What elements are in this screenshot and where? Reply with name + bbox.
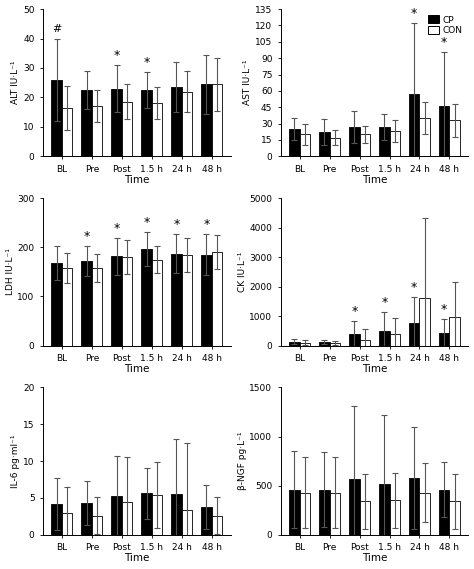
- Bar: [152, 259, 162, 345]
- Bar: [419, 493, 430, 535]
- Bar: [319, 133, 329, 156]
- Y-axis label: AST IU·L⁻¹: AST IU·L⁻¹: [243, 60, 252, 105]
- Bar: [62, 513, 73, 535]
- Bar: [390, 500, 400, 535]
- Bar: [319, 489, 329, 535]
- Bar: [289, 489, 300, 535]
- Bar: [92, 268, 102, 345]
- Bar: [409, 94, 419, 156]
- Text: *: *: [144, 56, 150, 69]
- Bar: [449, 318, 460, 345]
- Bar: [439, 489, 449, 535]
- Bar: [379, 331, 390, 345]
- Bar: [409, 478, 419, 535]
- Bar: [329, 343, 340, 345]
- Bar: [329, 493, 340, 535]
- Bar: [52, 504, 62, 535]
- Bar: [52, 80, 62, 156]
- Bar: [82, 90, 92, 156]
- X-axis label: Time: Time: [124, 554, 149, 563]
- Y-axis label: β-NGF pg·L⁻¹: β-NGF pg·L⁻¹: [237, 432, 246, 490]
- Bar: [211, 252, 222, 345]
- Text: #: #: [52, 24, 61, 34]
- Text: *: *: [203, 218, 210, 231]
- Bar: [62, 108, 73, 156]
- Bar: [449, 120, 460, 156]
- Bar: [439, 106, 449, 156]
- Y-axis label: CK IU·L⁻¹: CK IU·L⁻¹: [237, 251, 246, 292]
- Y-axis label: ALT IU·L⁻¹: ALT IU·L⁻¹: [11, 61, 20, 105]
- Bar: [92, 106, 102, 156]
- Bar: [300, 493, 310, 535]
- Text: *: *: [173, 218, 180, 231]
- Bar: [52, 263, 62, 345]
- Text: *: *: [83, 230, 90, 244]
- Bar: [182, 510, 192, 535]
- Bar: [111, 496, 122, 535]
- Bar: [289, 342, 300, 345]
- Bar: [360, 501, 370, 535]
- X-axis label: Time: Time: [362, 175, 387, 185]
- X-axis label: Time: Time: [124, 364, 149, 374]
- Bar: [62, 268, 73, 345]
- Bar: [82, 503, 92, 535]
- Bar: [419, 118, 430, 156]
- X-axis label: Time: Time: [124, 175, 149, 185]
- Bar: [329, 138, 340, 156]
- Text: *: *: [441, 303, 447, 316]
- Bar: [390, 131, 400, 156]
- Text: *: *: [113, 49, 120, 62]
- X-axis label: Time: Time: [362, 364, 387, 374]
- Bar: [141, 493, 152, 535]
- Bar: [152, 495, 162, 535]
- Bar: [182, 255, 192, 345]
- Bar: [152, 104, 162, 156]
- Text: *: *: [351, 305, 357, 318]
- Bar: [349, 127, 360, 156]
- Bar: [390, 335, 400, 345]
- Bar: [449, 501, 460, 535]
- Bar: [92, 516, 102, 535]
- Bar: [111, 256, 122, 345]
- Bar: [289, 129, 300, 156]
- Bar: [111, 89, 122, 156]
- Bar: [182, 92, 192, 156]
- Bar: [379, 127, 390, 156]
- Bar: [300, 343, 310, 345]
- Bar: [171, 494, 182, 535]
- Text: *: *: [381, 296, 387, 309]
- Bar: [141, 249, 152, 345]
- Y-axis label: IL-6 pg·ml⁻¹: IL-6 pg·ml⁻¹: [11, 434, 20, 488]
- Bar: [122, 102, 132, 156]
- Bar: [82, 261, 92, 345]
- Bar: [439, 333, 449, 345]
- Bar: [379, 484, 390, 535]
- X-axis label: Time: Time: [362, 554, 387, 563]
- Bar: [141, 90, 152, 156]
- Bar: [409, 323, 419, 345]
- Text: *: *: [441, 36, 447, 49]
- Text: *: *: [411, 281, 418, 294]
- Bar: [300, 134, 310, 156]
- Bar: [171, 87, 182, 156]
- Bar: [319, 342, 329, 345]
- Bar: [349, 334, 360, 345]
- Bar: [419, 298, 430, 345]
- Bar: [201, 84, 211, 156]
- Bar: [122, 502, 132, 535]
- Legend: CP, CON: CP, CON: [426, 14, 464, 37]
- Bar: [171, 254, 182, 345]
- Bar: [122, 257, 132, 345]
- Bar: [349, 479, 360, 535]
- Bar: [211, 516, 222, 535]
- Text: *: *: [411, 7, 418, 20]
- Bar: [211, 84, 222, 156]
- Bar: [201, 255, 211, 345]
- Y-axis label: LDH IU·L⁻¹: LDH IU·L⁻¹: [6, 249, 15, 295]
- Text: *: *: [113, 221, 120, 234]
- Text: *: *: [144, 216, 150, 229]
- Bar: [201, 507, 211, 535]
- Bar: [360, 340, 370, 345]
- Bar: [360, 134, 370, 156]
